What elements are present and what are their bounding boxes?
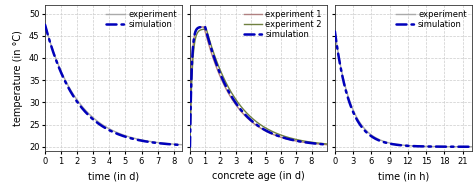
- Legend: experiment, simulation: experiment, simulation: [106, 9, 178, 30]
- X-axis label: time (in h): time (in h): [378, 171, 429, 181]
- experiment 1: [281, 137, 287, 139]
- Line: experiment 1: experiment 1: [190, 27, 327, 147]
- simulation: [435, 146, 441, 148]
- experiment 2: [296, 139, 302, 141]
- experiment: [423, 145, 429, 147]
- experiment 2: [247, 115, 253, 118]
- experiment 2: [281, 135, 287, 137]
- experiment: [179, 144, 184, 146]
- experiment 2: [294, 138, 300, 141]
- experiment: [469, 146, 474, 148]
- simulation: [243, 114, 248, 116]
- Line: experiment 2: experiment 2: [190, 29, 327, 147]
- experiment 2: [324, 143, 329, 145]
- experiment 1: [201, 26, 207, 28]
- experiment 1: [187, 146, 193, 148]
- experiment: [42, 24, 48, 26]
- simulation: [187, 146, 193, 148]
- experiment: [435, 146, 441, 148]
- experiment: [134, 138, 139, 140]
- Y-axis label: temperature (in °C): temperature (in °C): [13, 30, 23, 126]
- simulation: [42, 24, 48, 26]
- experiment 1: [201, 26, 207, 29]
- simulation: [66, 88, 72, 90]
- Line: simulation: simulation: [190, 27, 327, 147]
- experiment: [394, 143, 400, 146]
- simulation: [123, 136, 128, 138]
- Line: experiment: experiment: [45, 25, 182, 145]
- experiment 2: [187, 146, 193, 148]
- Line: experiment: experiment: [335, 31, 472, 147]
- simulation: [145, 141, 151, 143]
- experiment 1: [247, 120, 253, 122]
- simulation: [356, 122, 362, 124]
- simulation: [104, 128, 110, 130]
- simulation: [394, 144, 400, 146]
- simulation: [77, 105, 83, 107]
- experiment 1: [296, 140, 302, 143]
- simulation: [423, 145, 429, 148]
- simulation: [469, 146, 474, 148]
- simulation: [294, 140, 300, 142]
- simulation: [247, 119, 253, 121]
- simulation: [202, 26, 208, 28]
- experiment: [356, 120, 362, 122]
- experiment: [66, 86, 72, 89]
- simulation: [281, 137, 287, 139]
- Line: simulation: simulation: [335, 31, 472, 147]
- simulation: [179, 144, 184, 146]
- X-axis label: concrete age (in d): concrete age (in d): [212, 171, 305, 181]
- experiment: [104, 126, 110, 129]
- Line: simulation: simulation: [45, 25, 182, 145]
- experiment: [123, 135, 128, 137]
- simulation: [324, 143, 329, 146]
- experiment 2: [201, 28, 207, 30]
- simulation: [413, 145, 419, 147]
- experiment 2: [203, 28, 209, 30]
- simulation: [134, 139, 139, 141]
- experiment 1: [294, 140, 300, 142]
- experiment: [332, 30, 338, 33]
- experiment: [77, 103, 83, 105]
- experiment 1: [324, 143, 329, 146]
- experiment: [413, 145, 419, 147]
- X-axis label: time (in d): time (in d): [88, 171, 139, 181]
- simulation: [296, 140, 302, 143]
- Legend: experiment, simulation: experiment, simulation: [395, 9, 467, 30]
- simulation: [332, 30, 338, 33]
- experiment: [145, 140, 151, 142]
- Legend: experiment 1, experiment 2, simulation: experiment 1, experiment 2, simulation: [243, 9, 322, 40]
- experiment: [367, 133, 373, 135]
- experiment 2: [243, 110, 248, 113]
- simulation: [201, 26, 207, 28]
- simulation: [367, 134, 373, 136]
- experiment 1: [243, 115, 248, 117]
